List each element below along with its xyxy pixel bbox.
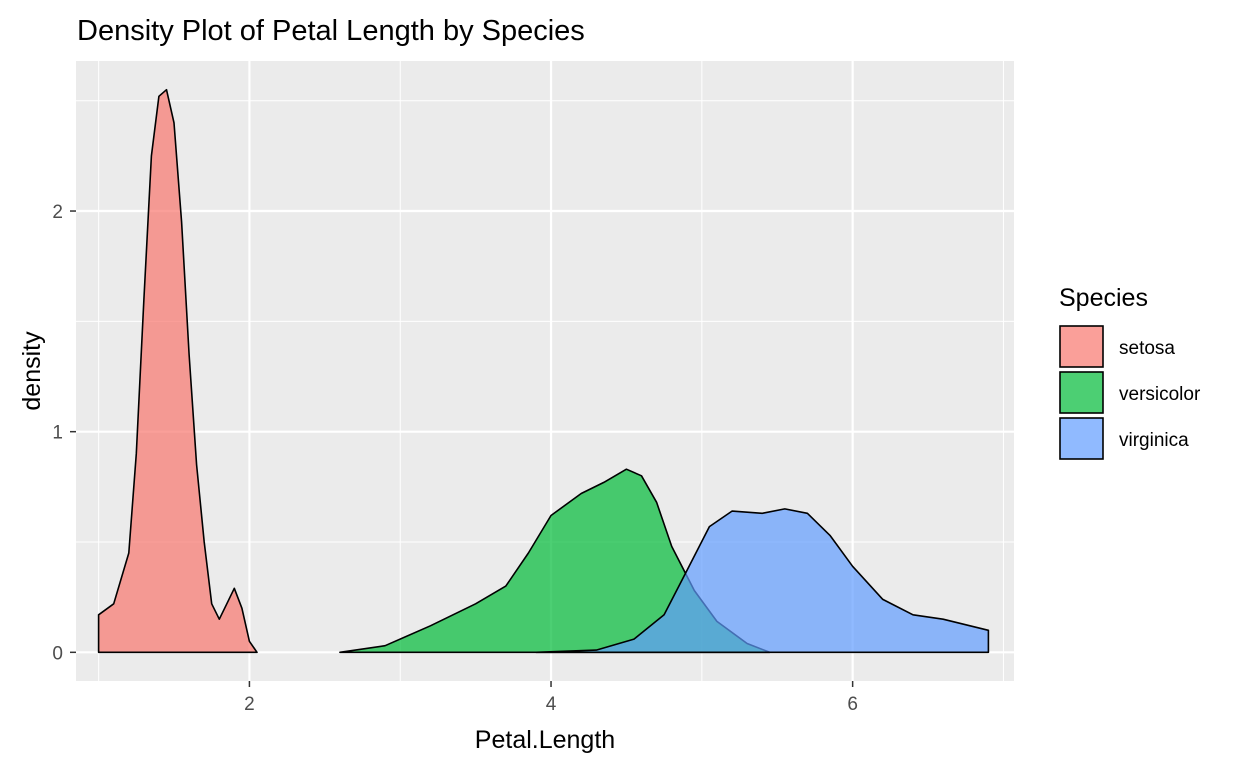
y-axis-title: density [18,331,46,411]
legend-key-versicolor [1059,371,1104,414]
chart-title: Density Plot of Petal Length by Species [77,15,585,47]
legend-items: setosa versicolor virginica [1059,325,1201,460]
x-axis-title: Petal.Length [475,726,615,754]
legend-label-virginica: virginica [1119,430,1189,451]
y-tick-label: 2 [52,202,63,223]
density-area-virginica [535,508,990,654]
legend-label-setosa: setosa [1119,338,1175,359]
x-tick-label: 4 [546,694,557,715]
legend-key-virginica [1059,417,1104,460]
density-area-layer [97,88,990,654]
y-tick-label: 1 [52,423,63,444]
y-tick-label: 0 [52,643,63,664]
x-tick-label: 2 [244,694,255,715]
density-area-setosa [97,88,258,654]
axis-layer: 2 4 6 0 1 2 [52,202,858,715]
legend-title: Species [1059,284,1148,312]
legend-key-setosa [1059,325,1104,368]
legend: Species setosa versicolor virginica [1059,284,1201,460]
x-tick-label: 6 [847,694,858,715]
legend-label-versicolor: versicolor [1119,384,1201,405]
